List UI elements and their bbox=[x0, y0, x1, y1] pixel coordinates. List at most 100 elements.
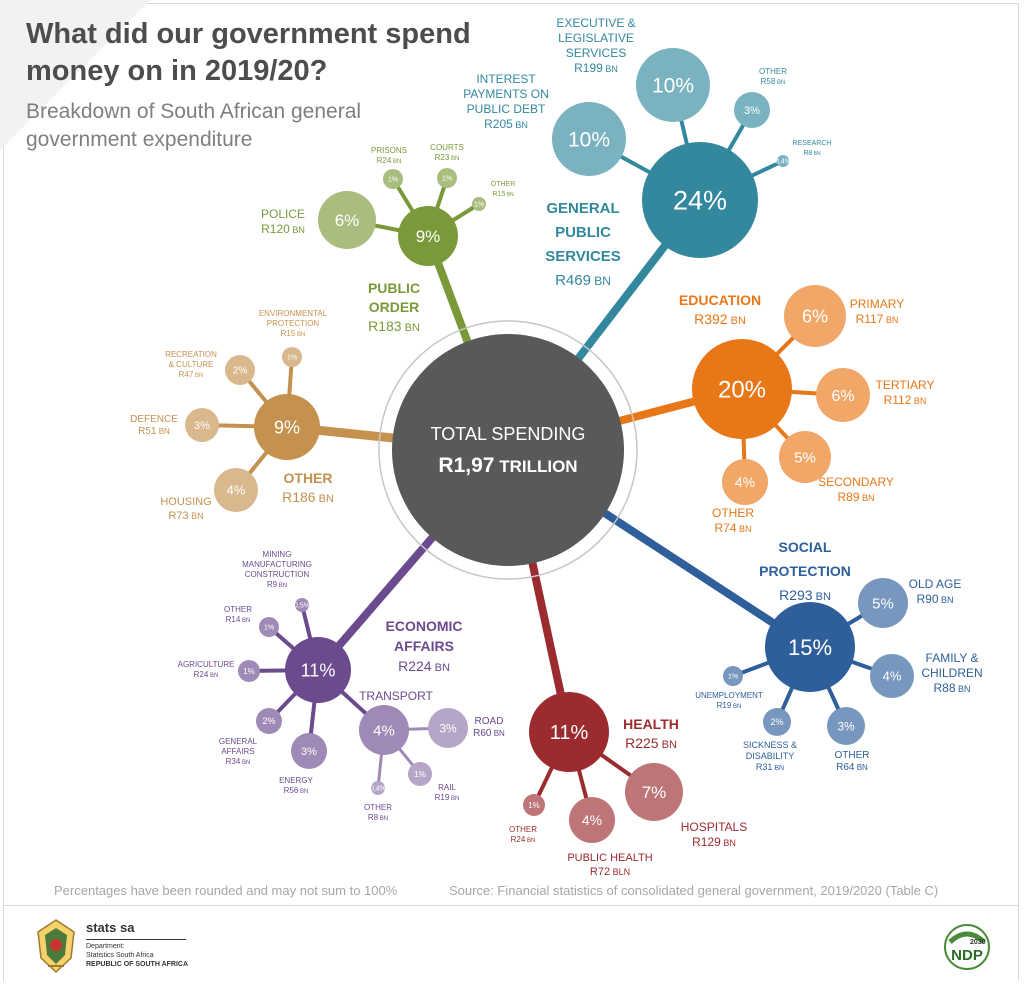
pct-family-children: 4% bbox=[883, 669, 902, 684]
label-health: HEALTH R225 BN bbox=[623, 716, 679, 751]
label-interest-payments: INTEREST PAYMENTS ON PUBLIC DEBT R205 BN bbox=[463, 72, 549, 131]
bubble-defence bbox=[185, 408, 219, 442]
coat-of-arms-icon bbox=[37, 919, 75, 974]
label-sickness-disability: SICKNESS & DISABILITY R31 BN bbox=[743, 740, 797, 772]
org-line-republic: REPUBLIC OF SOUTH AFRICA bbox=[86, 961, 189, 968]
bubble-transport bbox=[359, 705, 409, 755]
pct-executive-legislative: 10% bbox=[652, 75, 694, 98]
label-rail: RAIL R19 BN bbox=[435, 783, 460, 802]
label-transport-other: OTHER R8 BN bbox=[364, 803, 392, 822]
bubble-interest-payments bbox=[552, 102, 626, 176]
label-social-other: OTHER R64 BN bbox=[835, 750, 870, 773]
pct-primary: 6% bbox=[802, 306, 828, 326]
bubble-old-age bbox=[858, 578, 908, 628]
label-transport: TRANSPORT bbox=[359, 689, 433, 703]
bubble-energy bbox=[291, 733, 327, 769]
ndp-logo: 2030 NDP bbox=[944, 924, 990, 970]
page-title: What did our government spend money on i… bbox=[26, 18, 471, 87]
pct-rail: 1% bbox=[414, 770, 426, 779]
pct-courts: 1% bbox=[442, 176, 452, 183]
bubble-education-other bbox=[722, 459, 768, 505]
ndp-text: NDP bbox=[951, 947, 983, 964]
bubble-economic-other bbox=[259, 617, 279, 637]
label-old-age: OLD AGE R90 BN bbox=[909, 577, 962, 606]
label-layer: 24% GENERAL PUBLIC SERVICES R469 BN 10% EXECUT… bbox=[130, 16, 983, 878]
label-executive-legislative: EXECUTIVE & LEGISLATIVE SERVICES R199 BN bbox=[556, 16, 635, 75]
org-divider bbox=[86, 939, 186, 940]
label-education: EDUCATION R392 BN bbox=[679, 292, 761, 327]
label-police: POLICE R120 BN bbox=[261, 207, 305, 236]
bubble-road bbox=[428, 708, 468, 748]
bubble-tertiary bbox=[816, 368, 870, 422]
label-primary: PRIMARY R117 BN bbox=[850, 297, 904, 326]
pct-tertiary: 6% bbox=[831, 388, 854, 405]
label-education-other: OTHER R74 BN bbox=[712, 506, 754, 535]
bubble-transport-other bbox=[371, 781, 385, 795]
pct-energy: 3% bbox=[301, 746, 317, 758]
bubble-layer bbox=[185, 48, 914, 843]
pct-education-other: 4% bbox=[735, 474, 755, 490]
rounding-footnote: Percentages have been rounded and may no… bbox=[54, 883, 398, 898]
bubble-environmental-protection bbox=[282, 347, 302, 367]
pct-old-age: 5% bbox=[872, 595, 894, 612]
pct-agriculture: 1% bbox=[243, 667, 255, 676]
pct-recreation-culture: 2% bbox=[233, 366, 248, 377]
label-defence: DEFENCE R51 BN bbox=[130, 414, 178, 437]
pct-social-other: 3% bbox=[837, 719, 855, 733]
pct-health: 11% bbox=[550, 722, 589, 744]
total-spending-halo bbox=[378, 320, 638, 580]
pct-economic-affairs: 11% bbox=[301, 660, 336, 680]
label-road: ROAD R60 BN bbox=[473, 716, 505, 739]
pct-research: 0,4% bbox=[775, 159, 791, 166]
bubble-public-order-other bbox=[472, 197, 486, 211]
label-courts: COURTS R23 BN bbox=[430, 143, 464, 162]
pct-road: 3% bbox=[439, 721, 457, 735]
pct-economic-other: 1% bbox=[264, 625, 274, 632]
bubble-social-other bbox=[827, 707, 865, 745]
bubble-research bbox=[777, 155, 789, 167]
bubble-total-spending bbox=[392, 334, 624, 566]
bubble-prisons bbox=[383, 169, 403, 189]
bubble-secondary bbox=[779, 431, 831, 483]
bubble-health bbox=[529, 692, 609, 772]
bubble-agriculture bbox=[238, 660, 260, 682]
label-hospitals: HOSPITALS R129 BN bbox=[681, 820, 747, 849]
pct-general-affairs: 2% bbox=[262, 716, 275, 726]
label-housing: HOUSING R73 BN bbox=[160, 496, 211, 522]
bubble-education bbox=[692, 339, 792, 439]
pct-defence: 3% bbox=[194, 420, 210, 432]
pct-unemployment: 1% bbox=[728, 674, 738, 681]
label-other: OTHER R186 BN bbox=[282, 470, 334, 505]
label-general-public-services: GENERAL PUBLIC SERVICES R469 BN bbox=[545, 200, 621, 289]
pct-public-order: 9% bbox=[416, 227, 441, 246]
bubble-general-public-services bbox=[642, 142, 758, 258]
pct-health-other: 1% bbox=[528, 801, 540, 810]
total-spending-label: TOTAL SPENDING bbox=[431, 424, 586, 444]
label-gps-other: OTHER R58 BN bbox=[759, 67, 787, 86]
label-mining: MINING MANUFACTURING CONSTRUCTION R9 BN bbox=[242, 550, 312, 589]
bubble-family-children bbox=[870, 654, 914, 698]
label-environmental-protection: ENVIRONMENTAL PROTECTION R15 BN bbox=[259, 309, 328, 338]
org-name: stats sa bbox=[86, 920, 135, 935]
label-family-children: FAMILY & CHILDREN R88 BN bbox=[921, 651, 982, 695]
label-energy: ENERGY R56 BN bbox=[279, 776, 313, 795]
label-economic-other: OTHER R14 BN bbox=[224, 605, 252, 624]
bubble-primary bbox=[784, 285, 846, 347]
bubble-recreation-culture bbox=[225, 355, 255, 385]
label-tertiary: TERTIARY R112 BN bbox=[876, 378, 935, 407]
pct-general-public-services: 24% bbox=[673, 186, 727, 216]
pct-police: 6% bbox=[335, 211, 360, 230]
pct-other: 9% bbox=[274, 417, 300, 437]
label-unemployment: UNEMPLOYMENT R19 BN bbox=[695, 691, 763, 710]
bubble-rail bbox=[408, 762, 432, 786]
org-line-department: Department: bbox=[86, 943, 125, 950]
pct-social-protection: 15% bbox=[788, 635, 832, 660]
pct-interest-payments: 10% bbox=[568, 129, 610, 152]
page-subtitle: Breakdown of South African general gover… bbox=[26, 100, 362, 151]
pct-environmental-protection: 1% bbox=[287, 355, 297, 362]
label-health-other: OTHER R24 BN bbox=[509, 825, 537, 844]
pct-public-health: 4% bbox=[582, 812, 602, 828]
bubble-other bbox=[254, 394, 320, 460]
label-economic-affairs: ECONOMIC AFFAIRS R224 BN bbox=[386, 618, 463, 674]
